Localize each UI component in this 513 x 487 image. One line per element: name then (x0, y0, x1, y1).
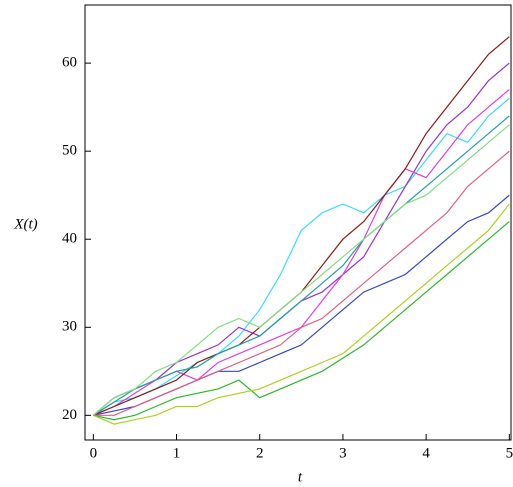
x-tick-label: 1 (173, 445, 181, 461)
series-line (93, 221, 510, 421)
y-tick-label: 20 (62, 407, 77, 423)
y-tick-label: 60 (62, 55, 77, 71)
series-line (93, 203, 510, 425)
series-line (92, 115, 510, 416)
y-tick-label: 40 (62, 231, 77, 247)
plot-frame (84, 4, 512, 441)
y-tick-label: 50 (62, 143, 77, 159)
x-tick-label: 2 (256, 445, 264, 461)
y-axis-label: X(t) (13, 216, 37, 232)
y-tick-label: 30 (62, 319, 77, 335)
x-tick-label: 5 (506, 445, 513, 461)
x-tick-label: 0 (90, 445, 98, 461)
x-tick-label: 3 (339, 445, 347, 461)
x-tick-label: 4 (422, 445, 430, 461)
series-line (92, 97, 510, 416)
series-line (93, 194, 510, 416)
series-line (93, 89, 510, 416)
series-line (92, 124, 510, 416)
series-line (93, 36, 510, 416)
series-line (93, 150, 510, 416)
x-axis-label: t (298, 469, 303, 485)
